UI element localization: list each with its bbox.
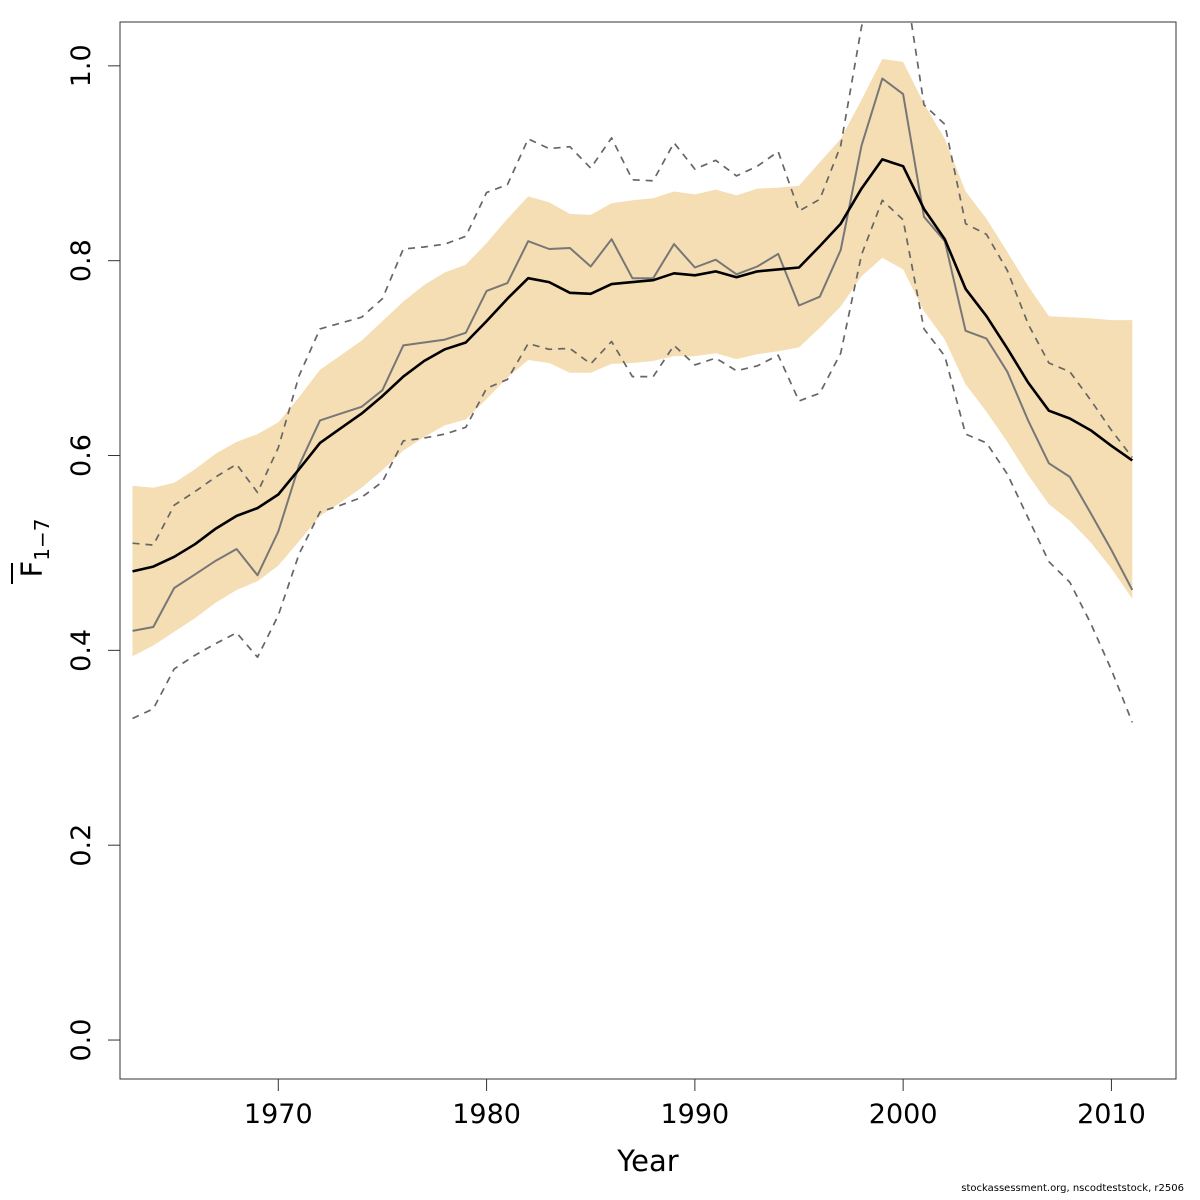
y-axis: 0.0 0.2 0.4 0.6 0.8 1.0 bbox=[66, 44, 121, 1062]
retro-estimate-line bbox=[132, 77, 1134, 632]
x-tick-label: 1990 bbox=[661, 1099, 730, 1130]
x-tick-label: 1970 bbox=[244, 1099, 313, 1130]
retro-upper-ci-line bbox=[132, 22, 1133, 546]
x-axis: 1970 1980 1990 2000 2010 bbox=[244, 1078, 1146, 1130]
y-tick-label: 0.4 bbox=[66, 629, 97, 672]
x-tick-label: 2000 bbox=[869, 1099, 938, 1130]
retro-lower-ci-line bbox=[132, 199, 1134, 723]
confidence-band-layer bbox=[132, 59, 1133, 657]
confidence-band bbox=[132, 59, 1133, 657]
y-tick-label: 0.2 bbox=[66, 824, 97, 867]
estimate-line bbox=[132, 158, 1134, 573]
x-tick-label: 1980 bbox=[452, 1099, 521, 1130]
y-tick-label: 0.8 bbox=[66, 239, 97, 282]
x-axis-title: Year bbox=[616, 1144, 678, 1178]
y-axis-title-subscript: 1−7 bbox=[30, 519, 54, 561]
y-axis-title-main: F bbox=[15, 561, 49, 578]
series-lines-layer bbox=[132, 22, 1134, 723]
y-tick-label: 0.6 bbox=[66, 434, 97, 477]
y-tick-label: 0.0 bbox=[66, 1019, 97, 1062]
x-tick-label: 2010 bbox=[1077, 1099, 1146, 1130]
svg-text:F1−7: F1−7 bbox=[15, 519, 54, 578]
footer-credit: stockassessment.org, nscodteststock, r25… bbox=[961, 1183, 1184, 1194]
y-axis-title: F1−7 bbox=[11, 519, 54, 584]
y-tick-label: 1.0 bbox=[66, 44, 97, 87]
